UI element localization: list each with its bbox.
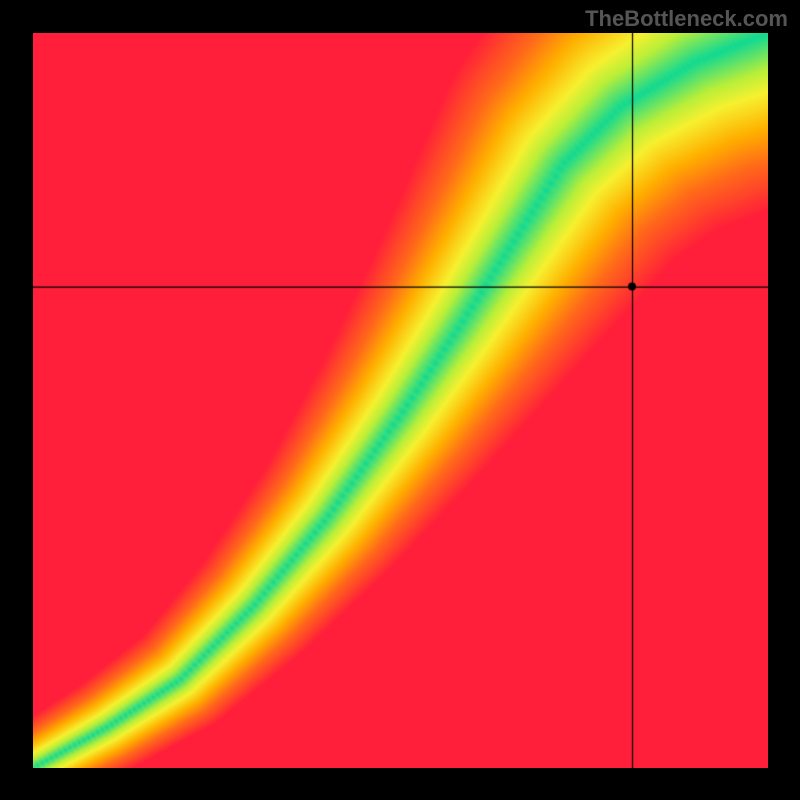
watermark-text: TheBottleneck.com xyxy=(585,6,788,32)
heatmap-plot xyxy=(33,33,768,768)
chart-container: TheBottleneck.com xyxy=(0,0,800,800)
heatmap-canvas xyxy=(33,33,768,768)
